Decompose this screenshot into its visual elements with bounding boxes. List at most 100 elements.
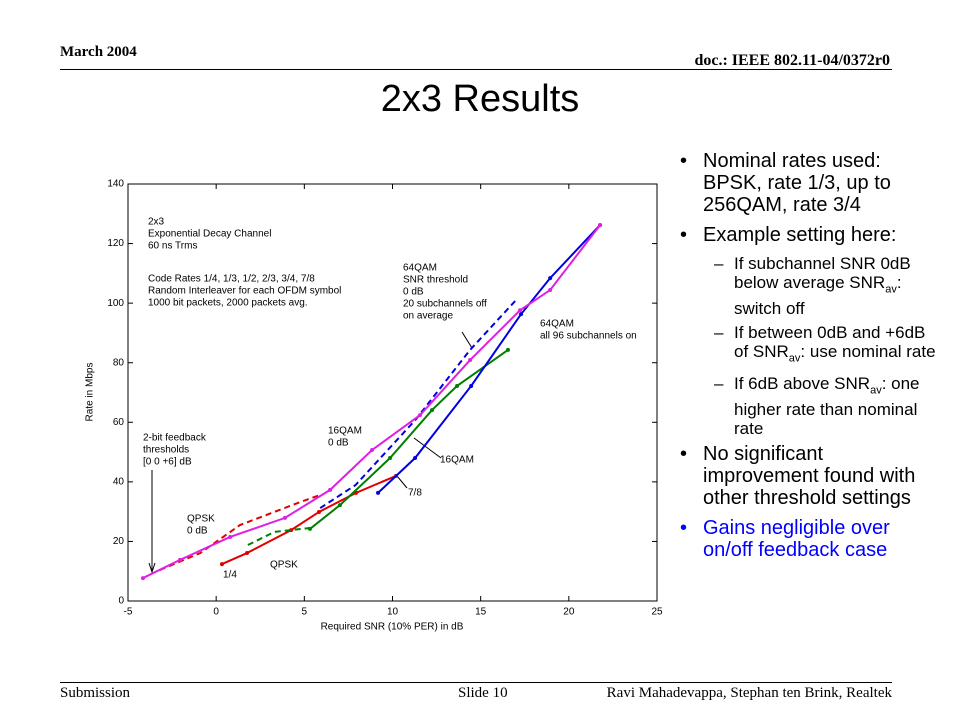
series-point	[548, 288, 553, 293]
series-point	[219, 562, 224, 567]
annotation: 7/8	[408, 488, 422, 499]
bullet-text: : one higher rate than nominal rate	[734, 373, 920, 439]
series-point	[370, 447, 375, 452]
series-line	[377, 224, 601, 494]
series-point	[455, 383, 460, 388]
date: March 2004	[60, 44, 137, 60]
y-axis-label: Rate in Mbps	[85, 363, 96, 422]
annotation: 2-bit feedback	[143, 433, 207, 444]
series-point	[328, 487, 333, 492]
series-point	[245, 551, 250, 556]
header-rule	[60, 69, 892, 70]
series-point	[548, 276, 553, 281]
doc-id: doc.: IEEE 802.11-04/0372r0	[694, 52, 890, 69]
annotation: 0 dB	[328, 438, 349, 449]
bullet-text: : use nominal rate	[800, 342, 936, 362]
series-line	[247, 527, 310, 546]
bullet-text: av	[870, 384, 882, 397]
footer-right: Ravi Mahadevappa, Stephan ten Brink, Rea…	[606, 685, 892, 701]
slide-title: 2x3 Results	[380, 78, 580, 120]
x-axis-label: Required SNR (10% PER) in dB	[321, 622, 464, 633]
series-point	[413, 456, 418, 461]
bullet-text: If between 0dB and +6dB of SNR	[734, 323, 926, 362]
annotation: Exponential Decay Channel	[148, 229, 271, 240]
x-tick-label: 20	[563, 607, 575, 618]
annotation: Code Rates 1/4, 1/3, 1/2, 2/3, 3/4, 7/8	[148, 274, 315, 285]
bullet-text: Example setting here:	[703, 224, 897, 246]
bullet-list: Nominal rates used: BPSK, rate 1/3, up t…	[678, 150, 940, 569]
annotation: 64QAM	[540, 319, 574, 330]
annotation: QPSK	[187, 514, 215, 525]
series-point	[178, 557, 183, 562]
y-tick-label: 20	[113, 536, 125, 547]
y-tick-label: 140	[107, 179, 124, 190]
series-point	[469, 383, 474, 388]
annotation: thresholds	[143, 445, 189, 456]
series-point	[517, 308, 522, 313]
annotation: SNR threshold	[403, 275, 468, 286]
annotation: Random Interleaver for each OFDM symbol	[148, 286, 341, 297]
bullet-text: : switch off	[734, 273, 902, 319]
series-point	[388, 456, 393, 461]
series-line	[319, 299, 517, 509]
bullet-text: If 6dB above SNR	[734, 373, 871, 393]
bullet: No significant improvement found with ot…	[678, 443, 940, 509]
annotation: 0 dB	[187, 526, 208, 537]
x-tick-label: 15	[475, 607, 487, 618]
footer-rule	[60, 682, 892, 683]
series-point	[376, 490, 381, 495]
series-point	[337, 503, 342, 508]
y-tick-label: 0	[118, 596, 124, 607]
arrows	[148, 331, 473, 574]
series-line	[309, 349, 509, 530]
bullet-text: If subchannel SNR 0dB below average SNR	[734, 254, 911, 292]
annotation: 64QAM	[403, 263, 437, 274]
x-tick-label: 25	[651, 607, 663, 618]
annotation: 20 subchannels off	[403, 299, 487, 310]
annotation: 1/4	[223, 570, 237, 581]
series-point	[468, 358, 473, 363]
annotation: [0 0 +6] dB	[143, 457, 192, 468]
bullet: Gains negligible over on/off feedback ca…	[678, 517, 940, 561]
bullet-text: No significant improvement found with ot…	[703, 443, 916, 510]
series-point	[282, 515, 287, 520]
annotation: QPSK	[270, 560, 298, 571]
plot-frame	[127, 183, 658, 602]
bullet: Nominal rates used: BPSK, rate 1/3, up t…	[678, 150, 940, 216]
series-line	[159, 494, 321, 571]
bullet-text: av	[885, 283, 897, 296]
footer-center: Slide 10	[458, 685, 508, 701]
x-tick-label: -5	[124, 607, 133, 618]
y-tick-label: 100	[107, 298, 124, 309]
series-line	[221, 474, 397, 565]
annotation: all 96 subchannels on	[540, 331, 637, 342]
bullet: If between 0dB and +6dB of SNRav: use no…	[714, 323, 940, 368]
annotation: 0 dB	[403, 287, 424, 298]
bullet: If 6dB above SNRav: one higher rate than…	[714, 374, 940, 438]
series-point	[316, 509, 321, 514]
chart: Required SNR (10% PER) in dB Rate in Mbp…	[85, 179, 663, 633]
series-point	[418, 413, 423, 418]
annotation: 60 ns Trms	[148, 241, 197, 252]
annotation: 1000 bit packets, 2000 packets avg.	[148, 298, 308, 309]
series-point	[140, 576, 145, 581]
y-tick-label: 80	[113, 357, 125, 368]
annotation: 2x3	[148, 217, 165, 228]
y-tick-label: 40	[113, 476, 125, 487]
x-tick-label: 0	[213, 607, 219, 618]
footer-left: Submission	[60, 685, 131, 701]
bullet-text: av	[788, 352, 801, 365]
annotation: on average	[403, 311, 453, 322]
annotation: 16QAM	[328, 426, 362, 437]
bullet-text: Nominal rates used: BPSK, rate 1/3, up t…	[703, 150, 891, 216]
bullet: Example setting here:	[678, 224, 940, 246]
annotation: 16QAM	[440, 455, 474, 466]
series-point	[429, 408, 434, 413]
series-point	[598, 223, 603, 228]
series-point	[505, 347, 510, 352]
series-point	[228, 534, 233, 539]
y-tick-label: 60	[113, 417, 125, 428]
x-tick-label: 10	[387, 607, 399, 618]
bullet: If subchannel SNR 0dB below average SNRa…	[714, 254, 940, 318]
